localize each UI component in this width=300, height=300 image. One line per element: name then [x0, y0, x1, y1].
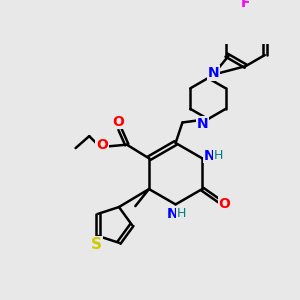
Text: O: O [112, 115, 124, 129]
Text: N: N [207, 66, 219, 80]
Text: F: F [241, 0, 250, 10]
Text: N: N [197, 117, 209, 131]
Text: O: O [218, 196, 230, 211]
Text: N: N [167, 207, 179, 221]
Text: N: N [204, 149, 216, 163]
Text: O: O [96, 138, 108, 152]
Text: H: H [214, 149, 223, 162]
Text: S: S [91, 237, 102, 252]
Text: H: H [177, 207, 186, 220]
